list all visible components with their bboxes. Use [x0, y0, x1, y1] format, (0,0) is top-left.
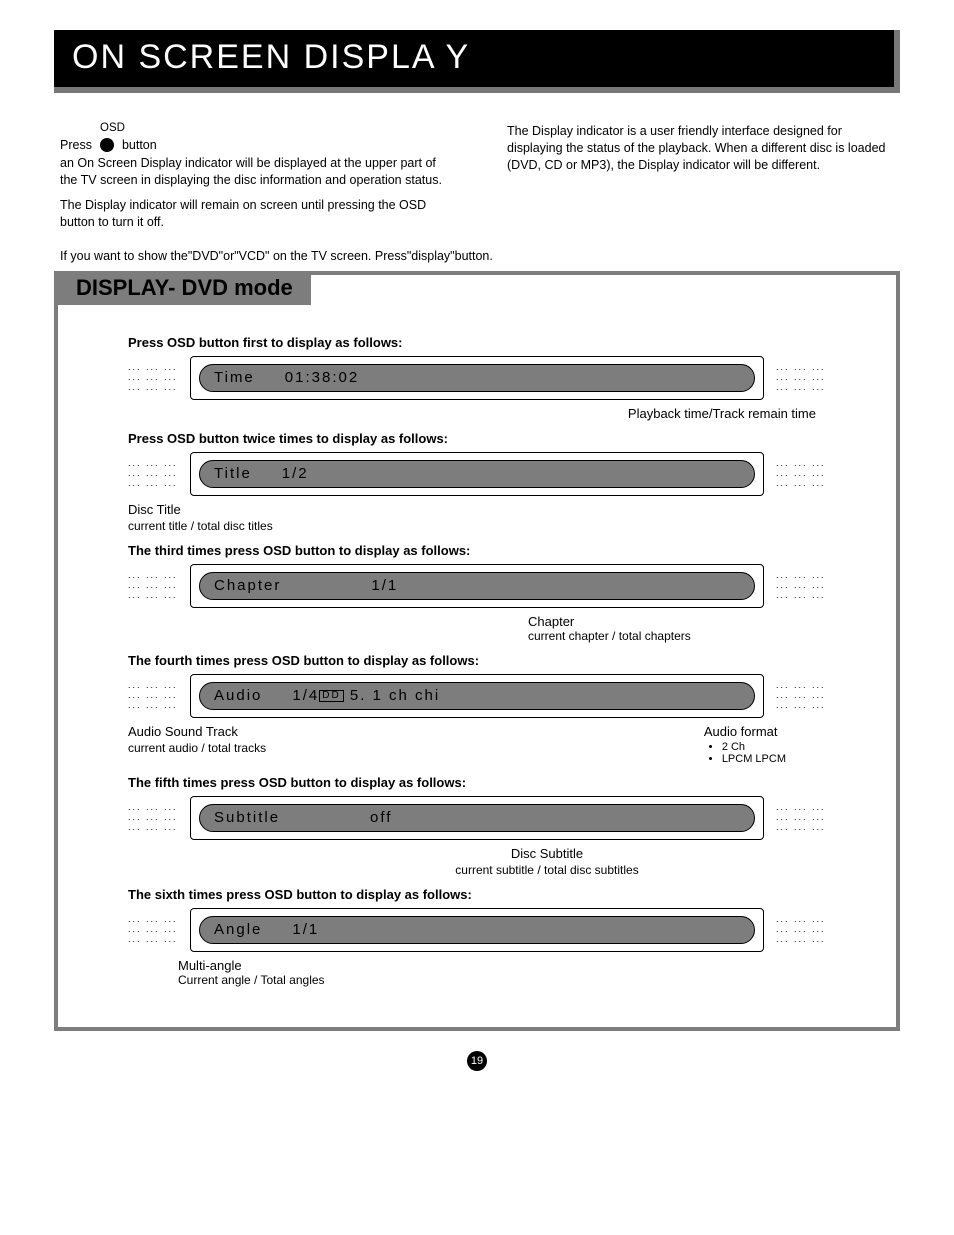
- step4-pill-label: Audio: [214, 687, 262, 704]
- dolby-icon: DD: [319, 690, 343, 702]
- section-header-row: DISPLAY- DVD mode: [58, 271, 896, 305]
- intro-left-p1: an On Screen Display indicator will be d…: [60, 155, 447, 189]
- intro-left-column: OSD Press button an On Screen Display in…: [60, 121, 447, 239]
- dots-right: ... ... ...... ... ...... ... ...: [776, 803, 826, 833]
- step6-pill: Angle 1/1: [199, 916, 755, 944]
- step6-caption: The sixth times press OSD button to disp…: [128, 887, 826, 902]
- step5-row: ... ... ...... ... ...... ... ... Subtit…: [128, 796, 826, 840]
- step2-caption: Press OSD button twice times to display …: [128, 431, 826, 446]
- page-number: 19: [471, 1055, 483, 1067]
- dots-right: ... ... ...... ... ...... ... ...: [776, 571, 826, 601]
- dots-right: ... ... ...... ... ...... ... ...: [776, 459, 826, 489]
- step3-pill: Chapter 1/1: [199, 572, 755, 600]
- step2-pill: Title 1/2: [199, 460, 755, 488]
- intro-right-p1: The Display indicator is a user friendly…: [507, 123, 894, 174]
- step2-pill-label: Title: [214, 465, 252, 482]
- step4-screen: Audio 1/4DD 5. 1 ch chi: [190, 674, 764, 718]
- section-header-rule: [311, 271, 896, 305]
- step1-annotation: Playback time/Track remain time: [128, 406, 816, 421]
- step3-row: ... ... ...... ... ...... ... ... Chapte…: [128, 564, 826, 608]
- intro-columns: OSD Press button an On Screen Display in…: [54, 121, 900, 239]
- step5-annotation-title: Disc Subtitle: [268, 846, 826, 861]
- step2-screen: Title 1/2: [190, 452, 764, 496]
- page-number-badge: 19: [467, 1051, 487, 1071]
- osd-small-label: OSD: [100, 121, 447, 137]
- step1-pill: Time 01:38:02: [199, 364, 755, 392]
- step2-row: ... ... ...... ... ...... ... ... Title …: [128, 452, 826, 496]
- step4-format-item1: 2 Ch: [722, 741, 786, 753]
- press-word: Press: [60, 137, 92, 154]
- step4-annotation-rt-title: Audio format: [704, 724, 786, 739]
- step4-right-annotations: Audio format 2 Ch LPCM LPCM: [704, 724, 786, 765]
- step1-row: ... ... ...... ... ...... ... ... Time 0…: [128, 356, 826, 400]
- step3-screen: Chapter 1/1: [190, 564, 764, 608]
- step4-left-annotations: Audio Sound Track current audio / total …: [128, 724, 266, 761]
- step6-pill-value: 1/1: [292, 921, 319, 938]
- step5-pill-label: Subtitle: [214, 809, 280, 826]
- step3-annotation-title: Chapter: [528, 614, 826, 629]
- intro-right-column: The Display indicator is a user friendly…: [507, 121, 894, 239]
- dots-left: ... ... ...... ... ...... ... ...: [128, 681, 178, 711]
- osd-button-icon: [100, 138, 114, 152]
- step4-annotation-left: Audio Sound Track: [128, 724, 266, 739]
- step3-pill-value: 1/1: [371, 577, 398, 594]
- step3-caption: The third times press OSD button to disp…: [128, 543, 826, 558]
- section-content: Press OSD button first to display as fol…: [58, 335, 896, 987]
- dvd-mode-section: DISPLAY- DVD mode Press OSD button first…: [54, 271, 900, 1031]
- step6-annotation-sub: Current angle / Total angles: [178, 973, 826, 987]
- manual-page: ON SCREEN DISPLA Y OSD Press button an O…: [0, 0, 954, 1111]
- step1-pill-label: Time: [214, 369, 255, 386]
- step6-annotation-title: Multi-angle: [178, 958, 826, 973]
- step5-annotation-sub: current subtitle / total disc subtitles: [268, 863, 826, 877]
- dots-left: ... ... ...... ... ...... ... ...: [128, 459, 178, 489]
- step1-pill-value: 01:38:02: [285, 369, 359, 386]
- step5-pill-value: off: [370, 809, 392, 826]
- step3-pill-label: Chapter: [214, 577, 281, 594]
- step5-caption: The fifth times press OSD button to disp…: [128, 775, 826, 790]
- step6-row: ... ... ...... ... ...... ... ... Angle …: [128, 908, 826, 952]
- button-word: button: [122, 137, 157, 154]
- intro-left-p2: The Display indicator will remain on scr…: [60, 197, 447, 231]
- step5-pill: Subtitle off: [199, 804, 755, 832]
- step4-caption: The fourth times press OSD button to dis…: [128, 653, 826, 668]
- step2-annotation-sub: current title / total disc titles: [128, 519, 826, 533]
- dots-left: ... ... ...... ... ...... ... ...: [128, 363, 178, 393]
- step2-annotation-title: Disc Title: [128, 502, 826, 517]
- step4-row: ... ... ...... ... ...... ... ... Audio …: [128, 674, 826, 718]
- page-title-bar: ON SCREEN DISPLA Y: [54, 30, 900, 93]
- step4-annotation-left-sub: current audio / total tracks: [128, 741, 266, 755]
- step5-screen: Subtitle off: [190, 796, 764, 840]
- page-title-text: ON SCREEN DISPLA Y: [72, 38, 470, 76]
- step2-pill-value: 1/2: [282, 465, 309, 482]
- press-osd-line: Press button: [60, 137, 447, 154]
- intro-note: If you want to show the"DVD"or"VCD" on t…: [60, 249, 900, 263]
- dots-right: ... ... ...... ... ...... ... ...: [776, 915, 826, 945]
- dots-left: ... ... ...... ... ...... ... ...: [128, 915, 178, 945]
- step6-screen: Angle 1/1: [190, 908, 764, 952]
- dots-right: ... ... ...... ... ...... ... ...: [776, 363, 826, 393]
- step3-annotation-sub: current chapter / total chapters: [528, 629, 826, 643]
- step4-pill-value: 1/4DD 5. 1 ch chi: [292, 687, 440, 704]
- step1-caption: Press OSD button first to display as fol…: [128, 335, 826, 350]
- dots-right: ... ... ...... ... ...... ... ...: [776, 681, 826, 711]
- step1-screen: Time 01:38:02: [190, 356, 764, 400]
- dots-left: ... ... ...... ... ...... ... ...: [128, 803, 178, 833]
- step4-pill: Audio 1/4DD 5. 1 ch chi: [199, 682, 755, 710]
- step4-value-pre: 1/4: [292, 687, 319, 704]
- step4-value-post: 5. 1 ch chi: [350, 687, 440, 704]
- step4-format-item2: LPCM LPCM: [722, 753, 786, 765]
- dots-left: ... ... ...... ... ...... ... ...: [128, 571, 178, 601]
- section-header-label: DISPLAY- DVD mode: [58, 271, 311, 305]
- step6-pill-label: Angle: [214, 921, 262, 938]
